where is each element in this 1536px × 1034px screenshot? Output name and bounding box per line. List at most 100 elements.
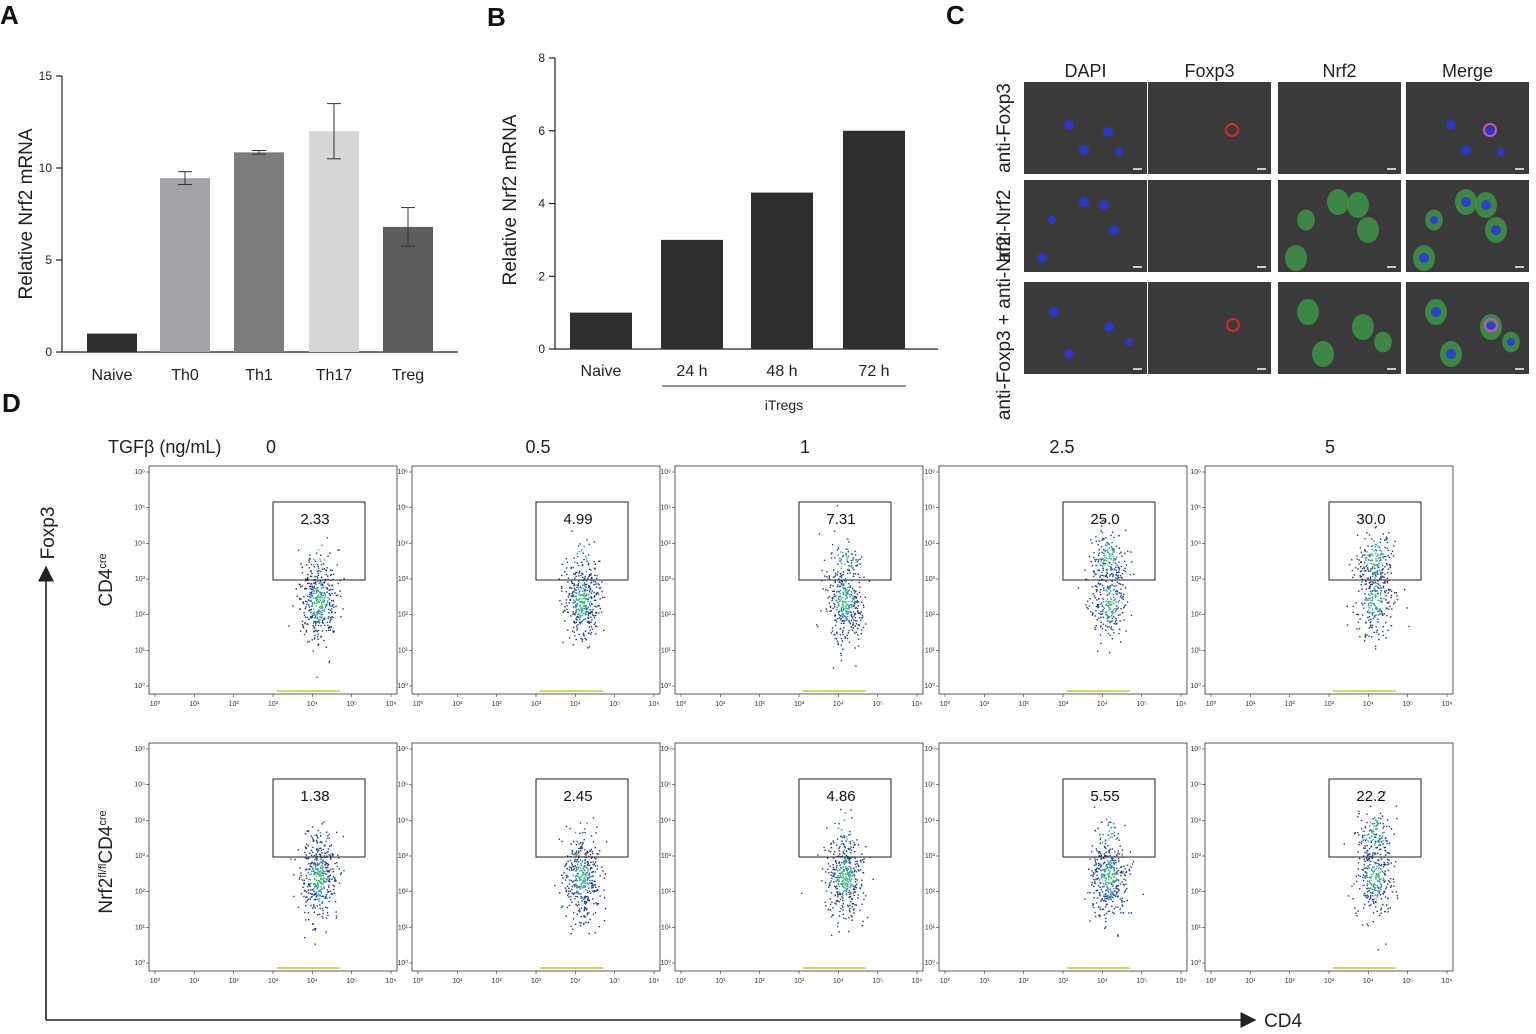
flow-event — [1370, 884, 1373, 886]
flow-event — [862, 892, 864, 894]
flow-event — [1377, 890, 1379, 892]
flow-event — [590, 596, 592, 598]
flow-event — [1110, 883, 1113, 885]
flow-event — [823, 846, 825, 849]
flow-event — [824, 589, 827, 591]
flow-event — [1366, 567, 1369, 569]
flow-event — [842, 874, 844, 877]
flow-event — [297, 549, 300, 551]
flow-event — [1111, 866, 1113, 868]
flow-event — [582, 632, 585, 634]
flow-event — [1375, 868, 1377, 870]
flow-event — [1105, 847, 1107, 849]
flow-event — [317, 567, 320, 569]
flow-event — [308, 582, 310, 585]
panel-a-category-label: Th1 — [245, 367, 273, 384]
panel-letter-a: A — [0, 0, 19, 30]
flow-event — [1100, 564, 1102, 566]
flow-event — [583, 879, 585, 882]
flow-event — [836, 631, 838, 633]
flow-event — [1382, 832, 1384, 834]
flow-event — [1384, 896, 1387, 898]
flow-event — [836, 887, 839, 890]
flow-event — [1113, 622, 1115, 625]
flow-event — [841, 609, 843, 611]
flow-event — [585, 872, 587, 875]
flow-event — [308, 561, 311, 563]
flow-event — [584, 597, 586, 599]
flow-event — [1097, 906, 1100, 908]
flow-event — [1376, 608, 1378, 610]
flow-event — [583, 578, 585, 580]
flow-event — [833, 590, 835, 592]
flow-event — [854, 891, 857, 893]
flow-event — [1374, 577, 1376, 579]
flow-event — [839, 581, 841, 584]
flow-event — [579, 594, 582, 597]
flow-event — [840, 567, 842, 569]
flow-event — [853, 909, 855, 911]
flow-event — [854, 607, 856, 609]
flow-event — [323, 886, 325, 888]
flow-event — [851, 617, 854, 619]
flow-event — [1120, 641, 1122, 643]
flow-event — [1371, 613, 1373, 615]
flow-event — [575, 892, 577, 894]
flow-event — [1361, 556, 1363, 558]
flow-event — [1092, 903, 1094, 906]
flow-event — [1384, 566, 1386, 568]
flow-event — [586, 861, 589, 863]
flow-event — [1374, 527, 1377, 529]
flow-event — [1116, 888, 1119, 890]
flow-event — [596, 625, 598, 628]
flow-event — [1108, 601, 1110, 603]
flow-y-tick-label: 10⁴ — [397, 817, 408, 824]
flow-event — [313, 626, 315, 628]
flow-event — [1371, 599, 1374, 602]
flow-event — [1108, 626, 1110, 628]
flow-event — [1089, 598, 1091, 600]
flow-event — [1366, 880, 1369, 882]
flow-event — [1379, 593, 1382, 596]
flow-event — [854, 647, 856, 649]
flow-event — [1375, 575, 1377, 577]
flow-event — [585, 852, 587, 854]
flow-event — [305, 631, 307, 633]
flow-event — [328, 886, 330, 888]
flow-event — [1360, 819, 1363, 822]
flow-event — [856, 879, 858, 881]
flow-event — [829, 903, 832, 905]
flow-event — [1379, 848, 1381, 851]
flow-event — [1117, 879, 1120, 881]
flow-event — [570, 895, 572, 898]
flow-event — [313, 592, 315, 595]
flow-event — [829, 606, 832, 608]
flow-event — [844, 587, 846, 590]
flow-event — [325, 873, 327, 875]
flow-event — [573, 587, 576, 589]
flow-event — [1377, 554, 1379, 556]
flow-event — [571, 592, 573, 595]
flow-event — [308, 618, 310, 620]
flow-event — [857, 605, 859, 607]
scale-bar — [1133, 168, 1142, 170]
flow-event — [324, 617, 326, 619]
flow-event — [1361, 588, 1363, 590]
flow-event — [1093, 595, 1096, 597]
flow-event — [1368, 593, 1370, 596]
panel-b-bar — [570, 312, 632, 349]
flow-event — [311, 826, 314, 828]
flow-event — [854, 590, 856, 592]
flow-y-tick-label: 10⁴ — [660, 817, 671, 824]
flow-event — [307, 883, 310, 885]
flow-event — [558, 578, 560, 580]
flow-event — [319, 558, 321, 560]
flow-event — [328, 584, 330, 587]
flow-event — [309, 575, 312, 577]
flow-event — [316, 895, 319, 897]
flow-event — [309, 596, 311, 598]
flow-event — [320, 594, 322, 596]
flow-event — [1379, 549, 1381, 551]
flow-event — [328, 626, 331, 629]
flow-event — [1355, 567, 1357, 569]
